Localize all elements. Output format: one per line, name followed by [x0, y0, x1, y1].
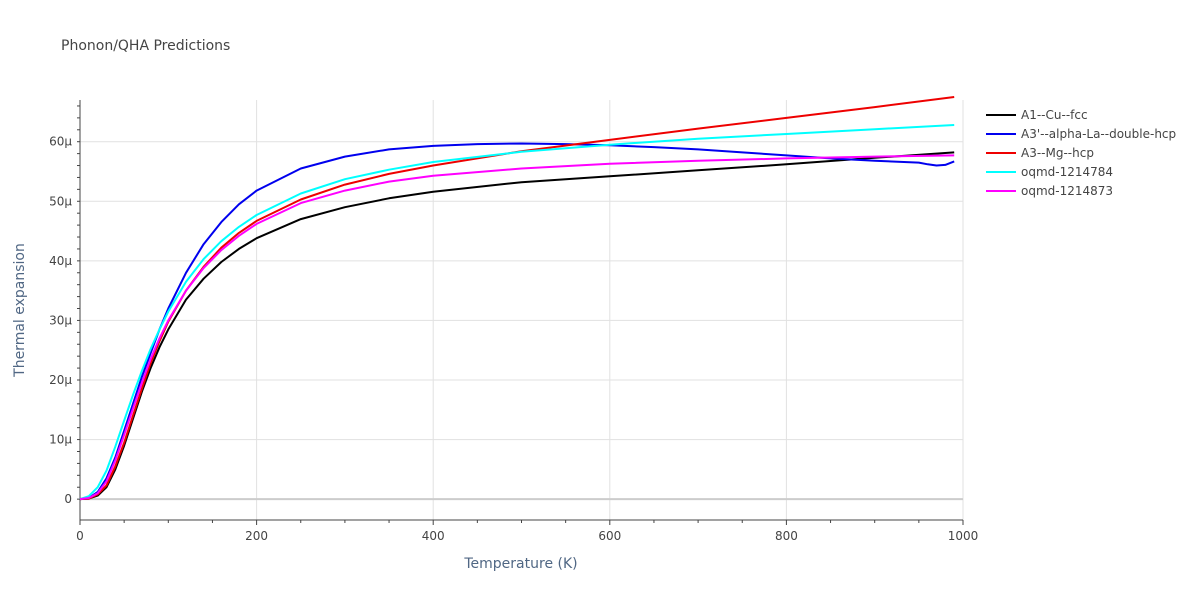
axis-layer: 0 200 400 600 800 1000 0 10μ 20μ 30μ 40μ 50μ 60μ — [49, 100, 978, 543]
legend-label: oqmd-1214873 — [1021, 184, 1113, 198]
y-tick-label: 10μ — [49, 433, 72, 447]
series-line-2 — [79, 96, 955, 501]
y-tick-label: 60μ — [49, 135, 72, 149]
chart-title: Phonon/QHA Predictions — [61, 38, 230, 54]
x-tick-label: 600 — [598, 529, 621, 543]
legend-label: A3'--alpha-La--double-hcp — [1021, 127, 1176, 141]
y-tick-label: 0 — [64, 492, 72, 506]
legend-label: oqmd-1214784 — [1021, 165, 1113, 179]
x-tick-label: 800 — [775, 529, 798, 543]
legend-label: A3--Mg--hcp — [1021, 146, 1094, 160]
series-line-0 — [79, 151, 955, 501]
x-axis-title: Temperature (K) — [463, 556, 577, 572]
legend-item[interactable]: oqmd-1214873 — [986, 184, 1113, 198]
x-tick-label: 0 — [76, 529, 84, 543]
y-tick-label: 40μ — [49, 254, 72, 268]
series-line-1 — [79, 142, 955, 501]
legend-item[interactable]: oqmd-1214784 — [986, 165, 1113, 179]
legend[interactable]: A1--Cu--fcc A3'--alpha-La--double-hcp A3--… — [986, 108, 1176, 198]
series-layer — [79, 96, 955, 501]
series-line-3 — [79, 124, 955, 501]
x-tick-label: 1000 — [948, 529, 979, 543]
legend-item[interactable]: A1--Cu--fcc — [986, 108, 1088, 122]
y-tick-label: 30μ — [49, 313, 72, 327]
x-tick-label: 200 — [245, 529, 268, 543]
legend-item[interactable]: A3--Mg--hcp — [986, 146, 1094, 160]
y-tick-label: 20μ — [49, 373, 72, 387]
y-axis-title: Thermal expansion — [12, 243, 28, 378]
legend-label: A1--Cu--fcc — [1021, 108, 1088, 122]
grid-layer — [80, 100, 964, 520]
x-tick-label: 400 — [422, 529, 445, 543]
y-tick-label: 50μ — [49, 194, 72, 208]
series-line-4 — [79, 154, 955, 501]
legend-item[interactable]: A3'--alpha-La--double-hcp — [986, 127, 1176, 141]
